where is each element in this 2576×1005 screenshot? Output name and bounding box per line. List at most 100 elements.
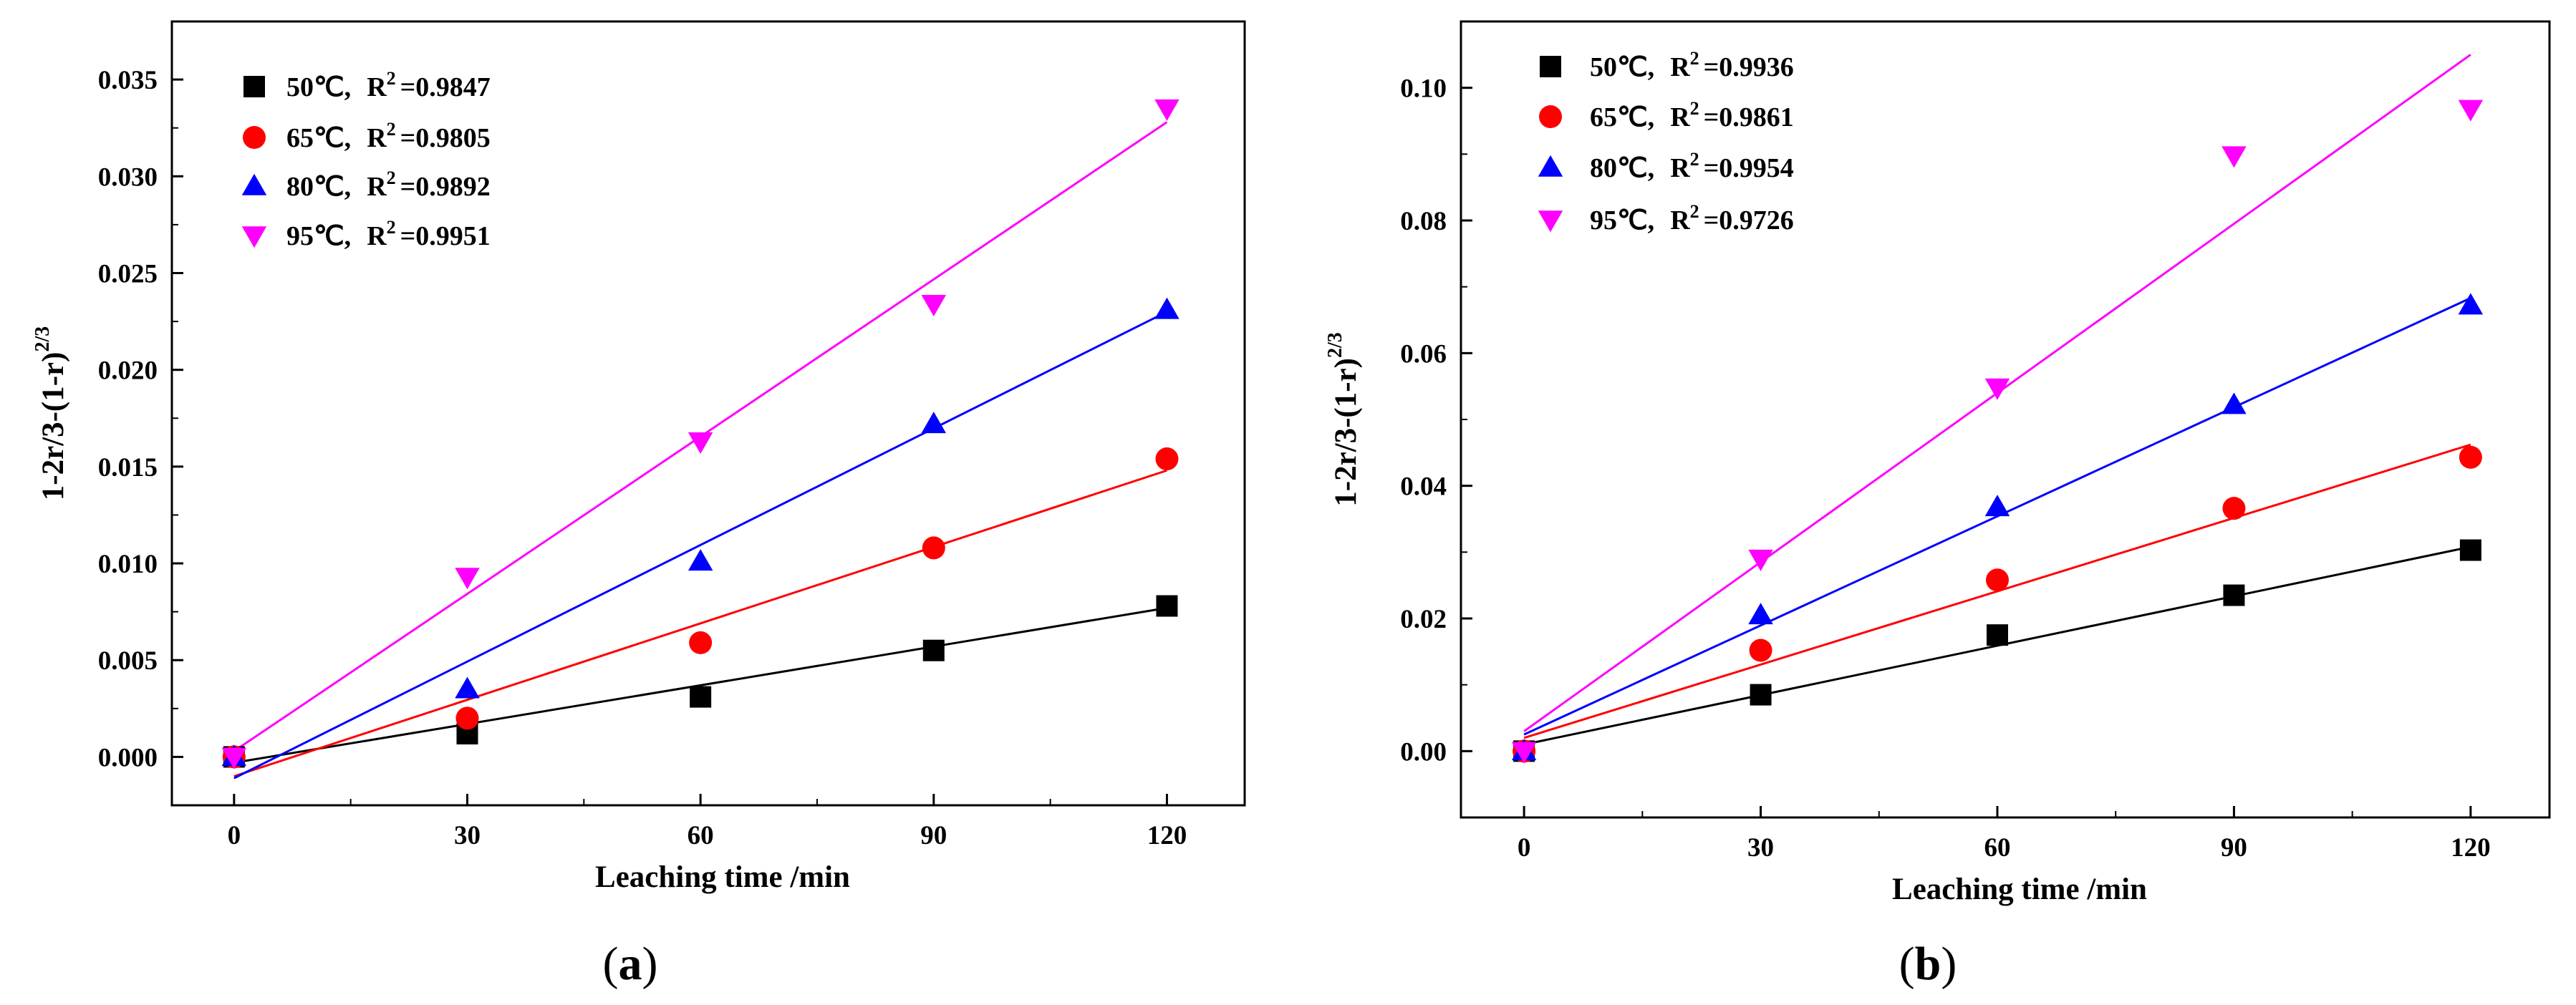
data-point	[455, 707, 479, 730]
legend-r2-value: =0.9954	[1704, 153, 1794, 183]
legend-r2-prefix: R	[1670, 205, 1690, 236]
panel-label: (b)	[1899, 938, 1957, 990]
data-point	[455, 568, 480, 590]
legend-r2-value: =0.9861	[1704, 102, 1794, 132]
legend-marker	[243, 126, 266, 149]
legend-marker	[243, 76, 265, 97]
data-point	[1154, 99, 1180, 121]
y-tick-label: 0.025	[98, 259, 158, 288]
legend-marker	[1538, 155, 1563, 177]
legend-entry: 50℃, R2 =0.9847	[286, 68, 491, 102]
panel-label-close-paren: )	[642, 938, 658, 990]
legend-temp: 65℃,	[286, 123, 351, 153]
y-tick-label: 0.10	[1400, 74, 1447, 104]
data-point	[690, 686, 712, 708]
data-point	[922, 639, 945, 661]
data-point	[688, 432, 713, 454]
plot-frame	[170, 20, 1246, 807]
data-point	[455, 676, 480, 699]
legend-entry: 95℃, R2 =0.9951	[286, 217, 491, 251]
legend-r2-prefix: R	[367, 172, 387, 202]
y-axis-title: 1-2r/3-(1-r)2/3	[32, 326, 70, 501]
x-tick-label: 30	[454, 821, 481, 850]
y-axis-title-exponent: 2/3	[1324, 332, 1346, 358]
y-tick-label: 0.020	[98, 356, 158, 386]
y-tick-label: 0.015	[98, 453, 158, 482]
x-tick-label: 120	[2451, 833, 2491, 863]
y-tick-label: 0.000	[98, 743, 158, 772]
data-point	[1154, 297, 1180, 319]
legend-temp: 50℃,	[286, 72, 351, 102]
legend-r2-value: =0.9951	[400, 221, 491, 251]
y-tick-label: 0.005	[98, 646, 158, 676]
data-point	[1985, 568, 2009, 592]
legend-r2-value: =0.9936	[1704, 52, 1794, 82]
data-point	[1748, 603, 1773, 625]
x-tick-label: 0	[1518, 833, 1531, 863]
y-axis-title-exponent: 2/3	[32, 326, 54, 352]
chart-panel-b: 0 30 60 90 120 0.00 0.02 0.04 0.06 0.08 0.10 Leachi…	[1324, 20, 2551, 990]
data-point	[2223, 584, 2245, 606]
legend-marker	[1539, 105, 1562, 128]
data-point	[688, 549, 713, 571]
legend-entry: 65℃, R2 =0.9805	[286, 119, 491, 153]
panel-label-letter: a	[619, 938, 642, 990]
legend-r2-value: =0.9726	[1704, 205, 1794, 236]
legend-r2-sup: 2	[1690, 48, 1699, 69]
data-point	[1155, 447, 1179, 471]
legend-r2-sup: 2	[387, 168, 396, 188]
data-point	[1748, 549, 1773, 571]
legend-r2-sup: 2	[1690, 98, 1699, 119]
panel-label-open-paren: (	[603, 938, 619, 990]
legend-r2-sup: 2	[1690, 201, 1699, 222]
legend-r2-prefix: R	[1670, 153, 1690, 183]
data-point	[1750, 684, 1772, 706]
legend-r2-sup: 2	[387, 217, 396, 238]
legend-entry: 80℃, R2 =0.9892	[286, 168, 491, 202]
y-tick-label: 0.06	[1400, 339, 1447, 369]
data-point	[2459, 445, 2482, 469]
legend-entry: 80℃, R2 =0.9954	[1590, 149, 1794, 183]
legend-r2-value: =0.9847	[400, 72, 491, 102]
x-tick-label: 90	[920, 821, 947, 850]
data-point	[1984, 495, 2010, 517]
plot-frame	[1460, 20, 2551, 819]
legend-r2-value: =0.9805	[400, 123, 491, 153]
fit-line-65℃	[233, 469, 1167, 777]
legend-r2-prefix: R	[1670, 102, 1690, 132]
data-point	[2459, 539, 2481, 561]
legend-r2-value: =0.9892	[400, 172, 491, 202]
chart-panel-a: 0 30 60 90 120 0.000 0.005 0.010 0.015 0.020 0.025…	[32, 20, 1246, 990]
x-tick-label: 60	[688, 821, 714, 850]
data-point	[2458, 293, 2484, 315]
x-tick-label: 30	[1747, 833, 1774, 863]
y-axis-title-main: 1-2r/3-(1-r)	[1329, 358, 1363, 507]
data-point	[1986, 624, 2008, 646]
panel-label-open-paren: (	[1899, 938, 1915, 990]
panel-label-letter: b	[1915, 938, 1941, 990]
y-axis-title-main: 1-2r/3-(1-r)	[37, 352, 70, 501]
x-tick-label: 90	[2221, 833, 2247, 863]
legend-marker	[241, 226, 267, 248]
legend-r2-prefix: R	[1670, 52, 1690, 82]
y-tick-label: 0.08	[1400, 207, 1447, 236]
data-point	[1511, 742, 1537, 764]
legend-r2-prefix: R	[367, 123, 387, 153]
data-point	[1156, 595, 1178, 617]
y-tick-label: 0.035	[98, 66, 158, 95]
y-tick-label: 0.02	[1400, 605, 1447, 634]
data-point	[689, 631, 713, 654]
data-point	[2458, 99, 2484, 122]
legend-marker	[241, 173, 267, 195]
legend-marker	[1538, 210, 1563, 233]
legend-entry: 65℃, R2 =0.9861	[1590, 98, 1794, 132]
fit-line-50℃	[233, 606, 1167, 764]
y-axis-title: 1-2r/3-(1-r)2/3	[1324, 332, 1363, 507]
legend-r2-sup: 2	[1690, 149, 1699, 170]
panel-label: (a)	[603, 938, 658, 990]
data-point	[921, 412, 947, 434]
x-tick-label: 0	[228, 821, 241, 850]
legend-temp: 95℃,	[286, 221, 351, 251]
